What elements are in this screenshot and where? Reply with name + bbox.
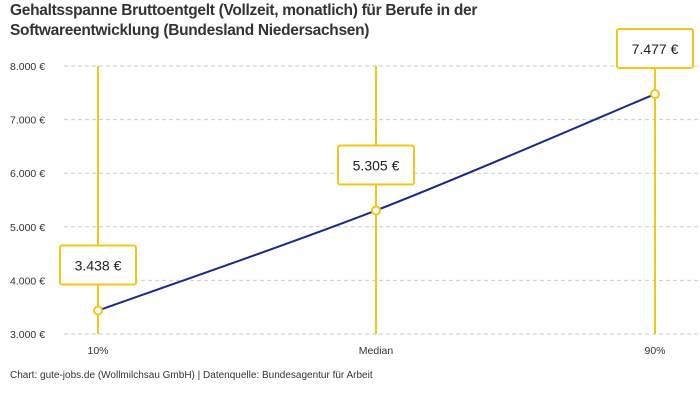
- y-tick-label: 4.000 €: [10, 275, 45, 287]
- data-point: [93, 305, 103, 316]
- x-tick-label: Median: [359, 345, 394, 357]
- data-label-box: [337, 144, 415, 186]
- y-tick-label: 5.000 €: [10, 222, 45, 234]
- data-point: [371, 205, 381, 216]
- chart-credit: Chart: gute-jobs.de (Wollmilchsau GmbH) …: [10, 370, 373, 381]
- y-tick-label: 6.000 €: [10, 168, 45, 180]
- y-tick-label: 7.000 €: [10, 115, 45, 127]
- data-label: 5.305 €: [353, 157, 400, 173]
- x-tick-label: 90%: [644, 345, 665, 357]
- chart-title: Gehaltsspanne Bruttoentgelt (Vollzeit, m…: [10, 2, 478, 39]
- data-point: [650, 89, 660, 100]
- data-label-box: [59, 244, 137, 286]
- x-tick-label: 10%: [87, 345, 108, 357]
- data-label: 3.438 €: [75, 258, 122, 274]
- data-label-box: [616, 28, 694, 70]
- data-label: 7.477 €: [632, 41, 679, 57]
- y-tick-label: 3.000 €: [10, 329, 45, 341]
- y-tick-label: 8.000 €: [10, 61, 45, 73]
